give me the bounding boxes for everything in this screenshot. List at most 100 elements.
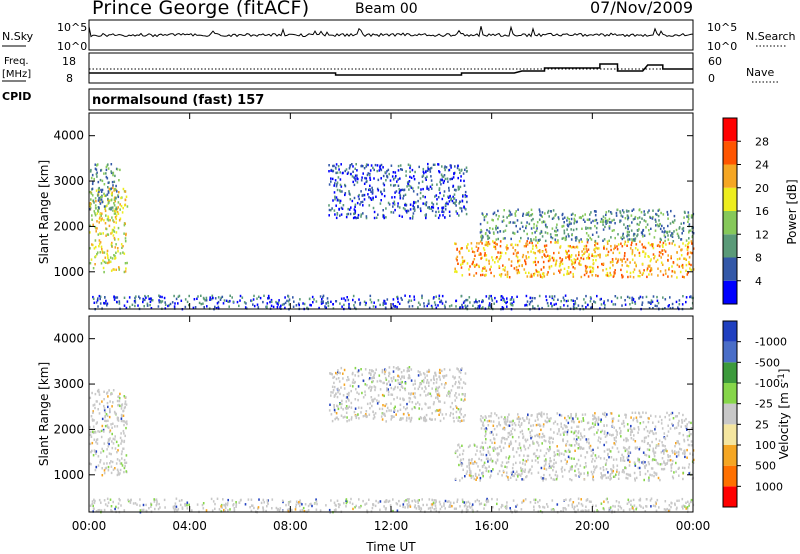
range-gate-cell <box>597 235 600 238</box>
range-gate-cell <box>445 374 448 377</box>
colorbar-segment <box>723 280 737 304</box>
range-gate-cell <box>95 230 97 233</box>
range-gate-cell <box>589 226 591 230</box>
range-gate-cell <box>602 239 604 242</box>
range-gate-cell <box>436 392 438 396</box>
range-gate-cell <box>464 168 466 171</box>
range-gate-cell <box>644 246 647 250</box>
range-gate-cell <box>111 180 114 184</box>
range-gate-cell <box>357 177 359 181</box>
range-gate-cell <box>689 471 691 474</box>
range-gate-cell <box>108 389 110 392</box>
range-gate-cell <box>539 499 541 502</box>
range-gate-cell <box>380 163 383 167</box>
range-gate-cell <box>602 215 605 218</box>
range-gate-cell <box>403 188 406 191</box>
range-gate-cell <box>606 221 608 224</box>
range-gate-cell <box>498 273 501 277</box>
range-gate-cell <box>98 242 101 245</box>
range-gate-cell <box>594 247 596 251</box>
range-gate-cell <box>214 305 216 309</box>
range-gate-cell <box>624 413 626 416</box>
range-gate-cell <box>510 440 512 443</box>
range-gate-cell <box>194 306 197 309</box>
range-gate-cell <box>486 221 489 224</box>
range-gate-cell <box>384 368 386 371</box>
range-gate-cell <box>388 172 390 176</box>
range-gate-cell <box>504 442 506 445</box>
range-gate-cell <box>184 305 187 309</box>
range-gate-cell <box>103 183 106 186</box>
range-gate-cell <box>508 214 510 217</box>
range-gate-cell <box>107 441 109 445</box>
range-gate-cell <box>339 302 341 305</box>
range-gate-cell <box>456 255 459 259</box>
range-gate-cell <box>370 373 372 377</box>
range-gate-cell <box>600 418 602 421</box>
range-gate-cell <box>426 187 428 190</box>
range-gate-cell <box>322 294 325 297</box>
range-gate-cell <box>568 499 571 502</box>
range-gate-cell <box>670 463 672 467</box>
range-gate-cell <box>563 304 565 307</box>
nsky-label: N.Sky <box>2 30 34 43</box>
range-gate-cell <box>578 239 580 242</box>
range-gate-cell <box>455 392 457 395</box>
range-gate-cell <box>107 405 109 409</box>
range-gate-cell <box>619 258 622 261</box>
range-gate-cell <box>470 474 472 478</box>
range-gate-cell <box>368 173 371 176</box>
range-gate-cell <box>658 224 660 228</box>
range-gate-cell <box>634 302 637 305</box>
range-gate-cell <box>532 452 535 456</box>
range-gate-cell <box>382 381 384 385</box>
range-gate-cell <box>413 178 416 181</box>
range-gate-cell <box>96 164 98 167</box>
range-gate-cell <box>587 438 590 441</box>
range-gate-cell <box>385 369 387 372</box>
range-gate-cell <box>425 413 428 417</box>
range-gate-cell <box>395 413 397 416</box>
range-gate-cell <box>426 381 428 384</box>
range-gate-cell <box>631 252 634 256</box>
range-gate-cell <box>641 296 644 299</box>
range-gate-cell <box>523 268 526 271</box>
range-gate-cell <box>368 188 370 192</box>
range-gate-cell <box>112 171 115 175</box>
range-gate-cell <box>367 193 369 196</box>
range-gate-cell <box>597 455 600 458</box>
range-gate-cell <box>461 210 463 213</box>
range-gate-cell <box>612 466 615 469</box>
range-gate-cell <box>506 297 508 300</box>
range-gate-cell <box>502 215 505 218</box>
range-gate-cell <box>432 203 435 206</box>
range-gate-cell <box>643 436 646 440</box>
range-gate-cell <box>484 415 487 418</box>
range-gate-cell <box>419 371 421 374</box>
range-gate-cell <box>105 466 108 470</box>
range-gate-cell <box>543 454 546 457</box>
range-gate-cell <box>610 221 612 224</box>
range-gate-cell <box>531 299 533 303</box>
range-gate-cell <box>115 440 118 444</box>
range-gate-cell <box>354 398 357 401</box>
range-gate-cell <box>108 199 111 202</box>
range-gate-cell <box>552 437 554 440</box>
range-gate-cell <box>473 264 476 267</box>
range-gate-cell <box>605 267 608 271</box>
range-gate-cell <box>574 258 577 262</box>
range-gate-cell <box>546 232 549 235</box>
range-gate-cell <box>463 179 465 183</box>
range-gate-cell <box>336 212 339 215</box>
range-gate-cell <box>90 192 93 195</box>
range-gate-cell <box>581 436 584 439</box>
range-gate-cell <box>107 445 110 448</box>
range-gate-cell <box>597 446 599 449</box>
range-gate-cell <box>596 294 598 298</box>
range-gate-cell <box>622 469 624 472</box>
range-gate-cell <box>605 219 607 223</box>
range-gate-cell <box>603 300 605 303</box>
range-gate-cell <box>514 212 516 215</box>
range-gate-cell <box>398 367 401 371</box>
range-gate-cell <box>394 379 397 382</box>
